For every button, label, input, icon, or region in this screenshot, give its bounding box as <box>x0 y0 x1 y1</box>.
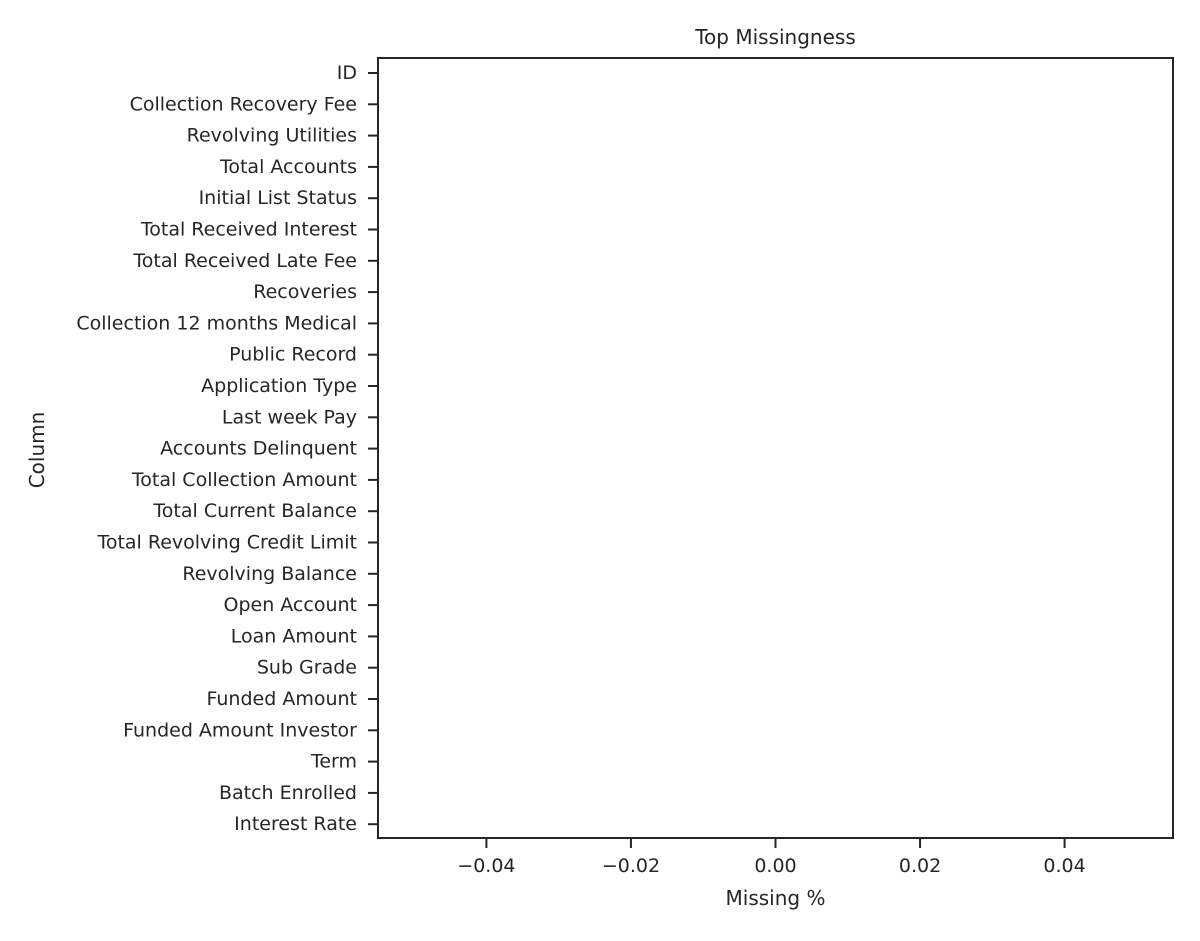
y-tick-label: Sub Grade <box>257 657 357 679</box>
plot-frame <box>377 57 1174 839</box>
y-axis: ID Collection Recovery Fee Revolving Utili… <box>76 62 378 835</box>
y-tick-label: Funded Amount <box>207 688 358 710</box>
x-tick-label: 0.00 <box>754 855 796 877</box>
y-tick-label: Batch Enrolled <box>219 782 357 804</box>
y-tick-label: Funded Amount Investor <box>123 719 357 741</box>
y-axis-title: Column <box>25 412 49 489</box>
x-axis-title: Missing % <box>726 886 826 910</box>
y-tick-label: Total Revolving Credit Limit <box>96 532 357 554</box>
y-tick-label: Term <box>310 751 357 773</box>
y-tick-label: Loan Amount <box>231 625 357 647</box>
y-tick-label: Revolving Balance <box>182 563 357 585</box>
y-tick-label: ID <box>337 62 357 84</box>
y-tick-label: Total Accounts <box>219 156 357 178</box>
y-tick-label: Interest Rate <box>234 813 357 835</box>
chart-title: Top Missingness <box>694 25 856 49</box>
y-tick-label: Public Record <box>229 344 357 366</box>
y-tick-label: Recoveries <box>253 281 357 303</box>
x-tick-label: −0.04 <box>457 855 515 877</box>
y-tick-label: Last week Pay <box>222 406 357 428</box>
y-tick-label: Revolving Utilities <box>187 125 357 147</box>
y-tick-label: Total Collection Amount <box>131 469 357 491</box>
y-tick-label: Collection Recovery Fee <box>130 93 357 115</box>
y-tick-label: Initial List Status <box>199 187 357 209</box>
y-tick-label: Total Received Interest <box>140 219 357 241</box>
y-tick-label: Collection 12 months Medical <box>76 312 357 334</box>
y-tick-label: Total Current Balance <box>152 500 357 522</box>
y-tick-label: Open Account <box>223 594 357 616</box>
x-tick-label: 0.02 <box>899 855 941 877</box>
x-axis: −0.04 −0.02 0.00 0.02 0.04 <box>457 838 1086 877</box>
y-tick-label: Application Type <box>201 375 357 397</box>
y-tick-label: Accounts Delinquent <box>160 438 357 460</box>
y-tick-label: Total Received Late Fee <box>132 250 357 272</box>
x-tick-label: −0.02 <box>602 855 660 877</box>
x-tick-label: 0.04 <box>1043 855 1085 877</box>
